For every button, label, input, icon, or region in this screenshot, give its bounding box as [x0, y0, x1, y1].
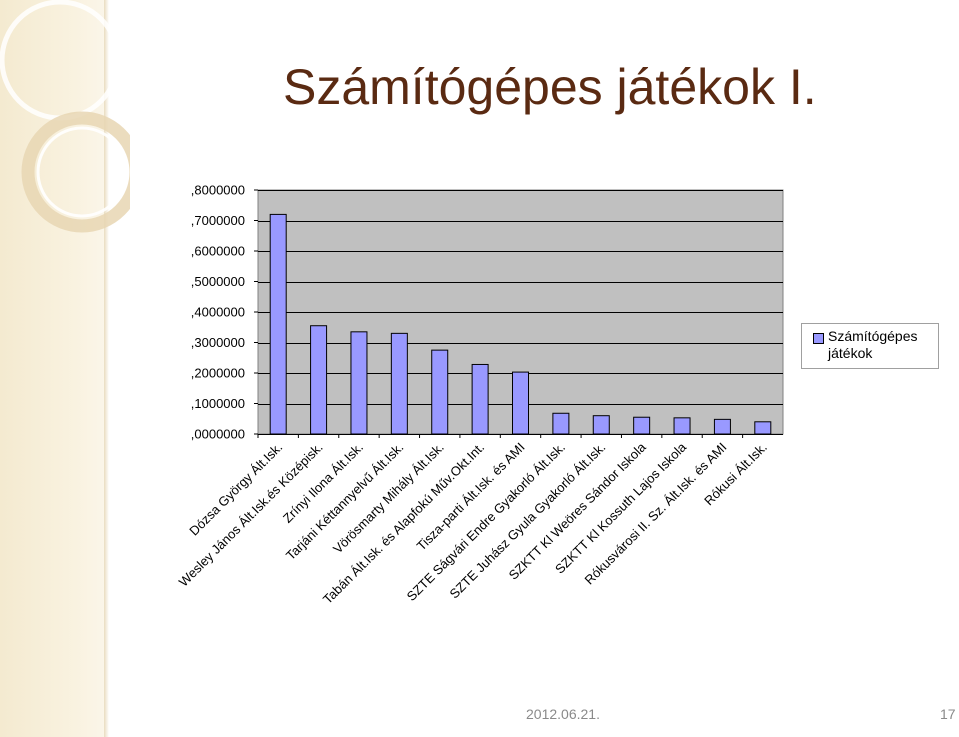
bar — [471, 363, 489, 435]
bar — [754, 421, 772, 435]
bar — [431, 349, 449, 435]
bars — [269, 213, 772, 435]
legend-label: Számítógépes játékok — [828, 328, 918, 361]
bar — [350, 331, 368, 435]
bar — [269, 213, 287, 435]
bar — [633, 416, 651, 435]
page-number: 17 — [940, 706, 956, 722]
bar — [310, 325, 328, 435]
y-tick-label: ,1000000 — [191, 396, 245, 411]
left-decor-edge — [104, 0, 109, 737]
slide-title: Számítógépes játékok I. — [283, 59, 817, 115]
bar — [592, 415, 610, 435]
y-tick-label: ,3000000 — [191, 335, 245, 350]
bar — [713, 418, 731, 435]
bar — [552, 412, 570, 435]
decor-rings — [0, 0, 130, 233]
legend: Számítógépes játékok — [801, 323, 939, 369]
legend-swatch — [813, 333, 824, 344]
y-tick-label: ,5000000 — [191, 274, 245, 289]
bar — [673, 417, 691, 435]
y-tick-label: ,0000000 — [191, 427, 245, 442]
x-tick-label: Wesley János Ált.Isk.és Középisk. — [176, 440, 326, 590]
y-tick-label: ,6000000 — [191, 244, 245, 259]
y-tick-label: ,7000000 — [191, 213, 245, 228]
y-axis-ticks: ,0000000 ,1000000 ,2000000 ,3000000 ,4000000… — [191, 183, 258, 442]
y-tick-label: ,8000000 — [191, 183, 245, 198]
bar — [390, 332, 408, 435]
x-axis-labels: Dózsa György Ált.Isk.Wesley János Ált.Is… — [176, 434, 770, 607]
footer-date: 2012.06.21. — [526, 706, 600, 722]
bar — [512, 371, 529, 435]
y-tick-label: ,4000000 — [191, 305, 245, 320]
y-tick-label: ,2000000 — [191, 366, 245, 381]
